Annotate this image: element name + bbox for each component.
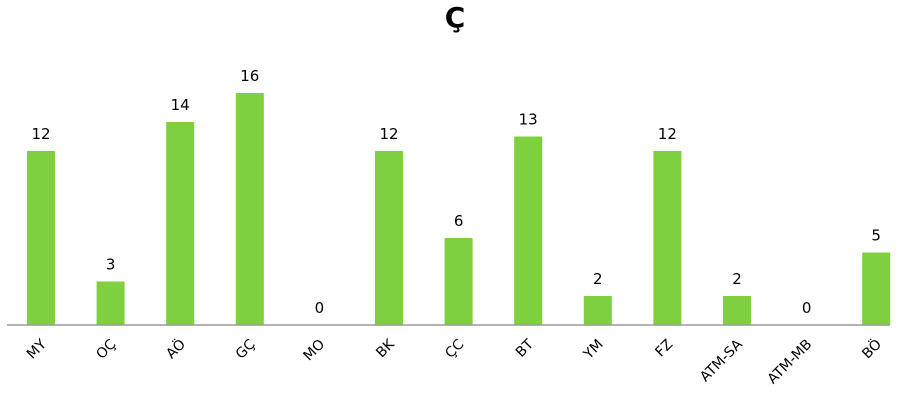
x-tick-label-5: BK [373,336,398,361]
data-label-4: 0 [315,299,325,317]
x-tick-label-9: FZ [652,337,676,361]
x-tick-label-8: YM [580,337,607,364]
data-label-8: 2 [593,270,603,288]
bar-12 [862,252,891,325]
x-tick-label-10: ATM-SA [697,336,746,385]
chart-title: Ç [445,1,466,34]
data-label-1: 3 [106,256,116,274]
x-tick-label-12: BÖ [858,335,885,362]
data-label-9: 12 [658,125,677,143]
x-tick-label-0: MY [24,336,50,362]
x-tick-label-1: OÇ [93,336,119,362]
data-labels-group: 12 3 14 16 0 12 6 13 2 12 2 0 5 [31,67,881,317]
data-label-2: 14 [171,96,190,114]
data-label-5: 12 [379,125,398,143]
data-label-10: 2 [732,270,742,288]
bar-1 [96,281,125,325]
data-label-0: 12 [31,125,50,143]
x-tick-label-4: MO [301,337,329,365]
data-label-7: 13 [519,111,538,129]
bar-2 [166,122,195,325]
bar-6 [444,238,473,325]
x-tick-label-3: GÇ [233,336,259,362]
bar-10 [723,296,751,325]
x-tick-label-7: BT [513,336,537,360]
x-tick-label-11: ATM-MB [765,337,816,388]
bar-5 [375,151,403,325]
x-tick-labels-group: MY OÇ AÖ GÇ MO BK ÇC BT YM FZ ATM-SA ATM-MB BÖ [24,335,885,387]
data-label-6: 6 [454,212,464,230]
data-label-12: 5 [871,227,881,245]
data-label-11: 0 [802,299,812,317]
bar-0 [27,151,55,325]
x-tick-label-2: AÖ [162,335,189,362]
bars-group [27,93,891,325]
bar-8 [583,296,612,325]
data-label-3: 16 [240,67,259,85]
x-tick-label-6: ÇC [442,336,467,361]
bar-7 [514,136,543,325]
bar-3 [235,93,264,325]
bar-9 [653,151,682,325]
